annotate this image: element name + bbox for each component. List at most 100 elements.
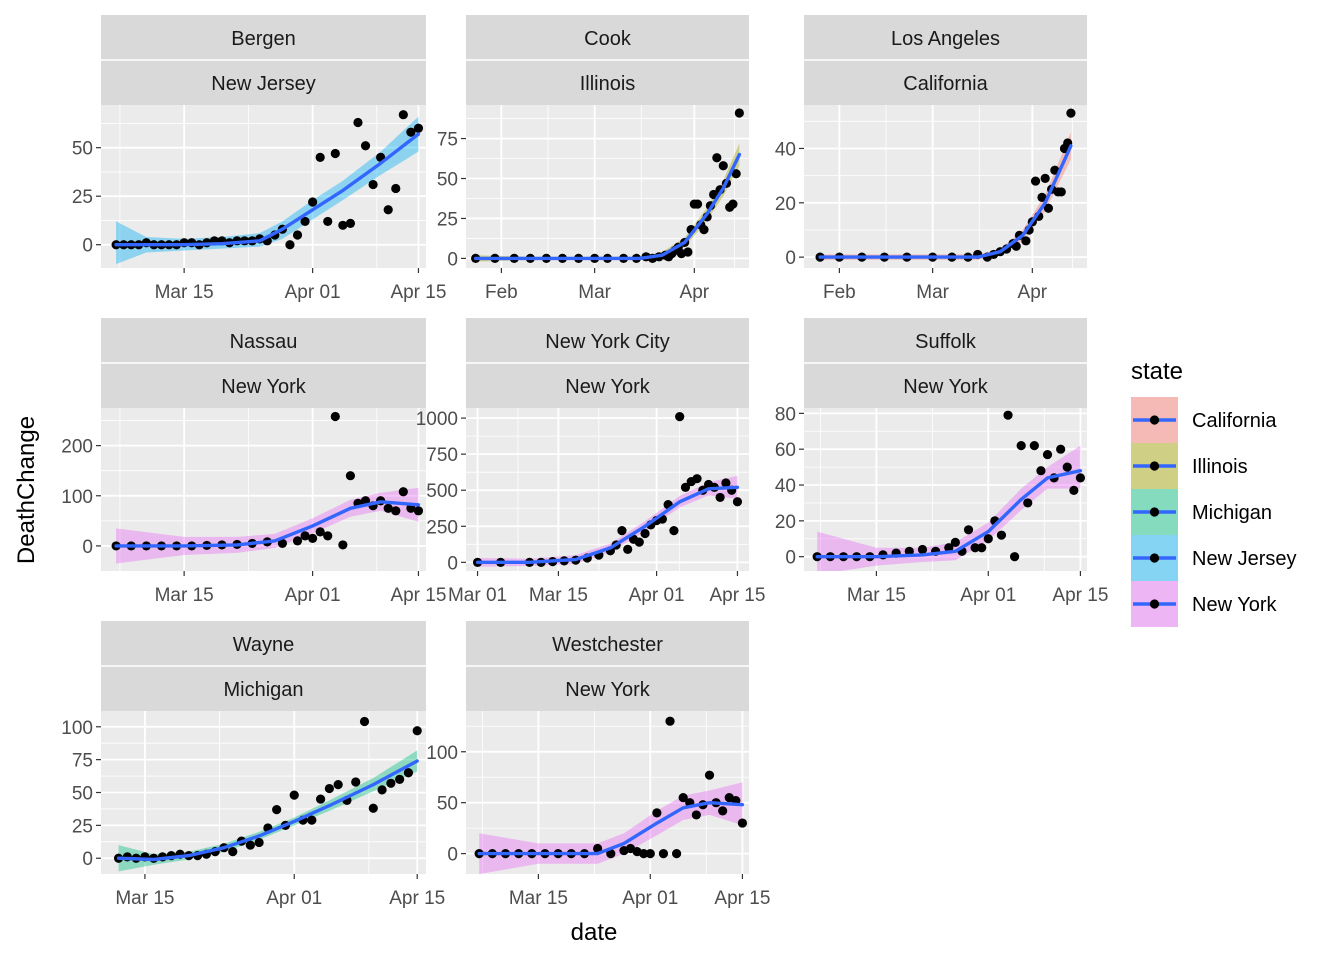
y-tick-label: 0 xyxy=(82,537,93,558)
data-point xyxy=(277,538,287,549)
data-point xyxy=(665,716,675,726)
x-tick-label: Apr xyxy=(1018,282,1048,303)
data-point xyxy=(383,503,393,513)
panel-background xyxy=(804,408,1087,571)
data-point xyxy=(345,218,356,228)
data-point xyxy=(398,110,408,120)
legend-item: New Jersey xyxy=(1131,535,1296,581)
data-point xyxy=(658,849,669,859)
data-point xyxy=(983,534,993,544)
facet-strip-county xyxy=(101,621,426,666)
y-tick-label: 1000 xyxy=(416,409,458,430)
legend-label: California xyxy=(1192,410,1277,432)
x-tick-label: Apr 01 xyxy=(285,282,341,303)
facet-county-label: Bergen xyxy=(231,28,296,50)
panel-data xyxy=(111,110,424,265)
x-tick-label: Apr 15 xyxy=(390,282,446,303)
y-tick-label: 80 xyxy=(775,404,796,425)
y-tick-label: 250 xyxy=(426,517,458,538)
data-point xyxy=(403,768,414,778)
facet-strip-state xyxy=(101,363,426,408)
x-tick-label: Mar 15 xyxy=(155,282,214,303)
facet-county-label: New York City xyxy=(545,331,670,353)
data-point xyxy=(1043,203,1054,213)
data-point xyxy=(315,152,325,162)
data-point xyxy=(737,818,748,828)
legend-label: Michigan xyxy=(1192,502,1272,524)
data-point xyxy=(623,544,633,554)
data-point xyxy=(734,108,744,118)
data-point xyxy=(1023,498,1033,508)
legend-item: New York xyxy=(1131,581,1277,627)
data-point xyxy=(368,179,378,190)
smooth-line xyxy=(114,500,421,548)
data-point xyxy=(1075,473,1086,483)
data-point xyxy=(1036,466,1046,476)
legend-item: Michigan xyxy=(1131,489,1272,535)
legend-label: New York xyxy=(1192,594,1277,616)
y-tick-label: 40 xyxy=(775,139,796,160)
data-point xyxy=(1056,187,1066,197)
y-tick-label: 50 xyxy=(437,170,458,191)
data-point xyxy=(692,474,702,484)
data-point xyxy=(1003,410,1013,420)
data-point xyxy=(391,183,401,194)
y-axis-title: DeathChange xyxy=(13,416,40,564)
data-point xyxy=(721,478,731,488)
data-point xyxy=(1040,173,1050,183)
y-tick-label: 0 xyxy=(82,236,93,257)
data-point xyxy=(675,412,685,422)
data-point xyxy=(338,540,348,550)
data-point xyxy=(691,810,701,820)
data-point xyxy=(272,804,282,815)
facet-county-label: Suffolk xyxy=(915,331,977,353)
y-tick-label: 0 xyxy=(447,249,458,270)
data-point xyxy=(254,837,264,848)
data-point xyxy=(228,847,238,857)
panel-background xyxy=(466,105,749,268)
panel-data xyxy=(471,108,744,264)
smooth-line xyxy=(477,801,745,856)
data-point xyxy=(395,774,405,784)
smooth-line xyxy=(815,469,1083,559)
data-point xyxy=(300,531,310,541)
facet-panel: Westchester New York 0 50 100 Mar 15 Apr 01 Apr… xyxy=(426,621,770,909)
legend-key-point xyxy=(1149,461,1160,471)
y-tick-label: 50 xyxy=(72,784,93,805)
smooth-line xyxy=(114,132,421,247)
facet-state-label: Michigan xyxy=(223,679,303,701)
data-point xyxy=(640,528,650,539)
x-tick-label: Apr 01 xyxy=(629,585,685,606)
facet-strip-county xyxy=(101,318,426,363)
facet-strip-county xyxy=(466,621,749,666)
data-point xyxy=(970,543,980,553)
data-point xyxy=(353,117,363,128)
data-point xyxy=(330,148,340,159)
legend-label: New Jersey xyxy=(1192,548,1296,570)
data-point xyxy=(944,543,954,553)
y-tick-label: 0 xyxy=(785,248,796,269)
data-point xyxy=(1030,176,1041,186)
facet-county-label: Cook xyxy=(584,28,632,50)
data-point xyxy=(1062,462,1072,472)
data-point xyxy=(904,546,914,556)
data-point xyxy=(718,806,728,816)
data-point xyxy=(308,197,318,207)
data-point xyxy=(634,537,644,547)
data-point xyxy=(680,482,691,492)
data-point xyxy=(351,777,361,787)
facet-strip-state xyxy=(466,363,749,408)
data-point xyxy=(307,815,317,825)
facet-panel: Bergen New Jersey 0 25 50 Mar 15 Apr 01 Apr 15 xyxy=(72,15,446,303)
x-tick-label: Feb xyxy=(823,282,856,303)
data-point xyxy=(917,544,928,555)
data-point xyxy=(1011,241,1021,251)
facet-county-label: Westchester xyxy=(552,634,663,656)
data-point xyxy=(292,230,303,240)
y-tick-label: 25 xyxy=(72,816,93,837)
data-point xyxy=(391,506,401,516)
facet-state-label: California xyxy=(903,73,988,95)
y-tick-label: 75 xyxy=(437,130,458,151)
data-point xyxy=(963,525,974,535)
y-tick-label: 20 xyxy=(775,194,796,215)
